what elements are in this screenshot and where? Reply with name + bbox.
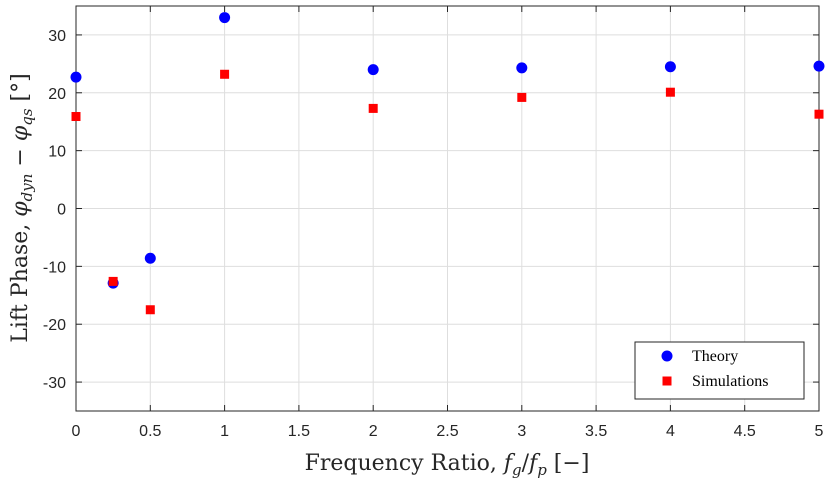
x-tick-label: 1 [220,423,229,440]
legend-label-theory: Theory [692,348,738,365]
x-tick-label: 3 [517,423,526,440]
x-tick-label: 1.5 [288,423,310,440]
y-tick-label: 10 [48,144,66,161]
x-tick-label: 0 [72,423,81,440]
x-tick-label: 2 [369,423,378,440]
x-axis: 0 0.5 1 1.5 2 2.5 3 3.5 4 4.5 5 [72,6,824,440]
data-points [70,12,825,315]
theory-point [219,12,231,24]
theory-point [516,62,528,74]
simulations-point [220,69,230,79]
theory-point [144,252,156,264]
y-tick-label: 30 [48,28,66,45]
x-axis-label: Frequency Ratio, fg/fp [−] [305,451,590,479]
y-tick-label: -30 [43,375,66,392]
simulations-point [517,92,527,102]
legend-marker-simulations [662,376,672,386]
x-tick-label: 4 [666,423,675,440]
simulations-point [145,305,155,315]
simulations-point [71,112,81,122]
x-tick-label: 3.5 [585,423,607,440]
legend: Theory Simulations [634,341,805,400]
y-axis-label: Lift Phase, φdyn − φqs [°] [8,73,36,342]
x-tick-label: 5 [815,423,824,440]
theory-point [813,60,825,72]
simulations-point [368,103,378,113]
x-tick-label: 2.5 [436,423,458,440]
legend-label-simulations: Simulations [692,373,768,390]
simulations-point [108,276,118,286]
x-tick-label: 0.5 [139,423,161,440]
y-tick-label: -20 [43,317,66,334]
theory-point [70,71,82,83]
theory-point [664,61,676,73]
legend-marker-theory [661,350,673,362]
simulations-series [71,69,824,315]
simulations-point [814,109,824,119]
y-axis: 30 20 10 0 -10 -20 -30 [43,28,819,392]
y-tick-label: -10 [43,259,66,276]
simulations-point [665,87,675,97]
legend-box [634,341,805,400]
y-tick-label: 20 [48,86,66,103]
x-tick-label: 4.5 [734,423,756,440]
theory-point [367,64,379,76]
y-tick-label: 0 [57,202,66,219]
